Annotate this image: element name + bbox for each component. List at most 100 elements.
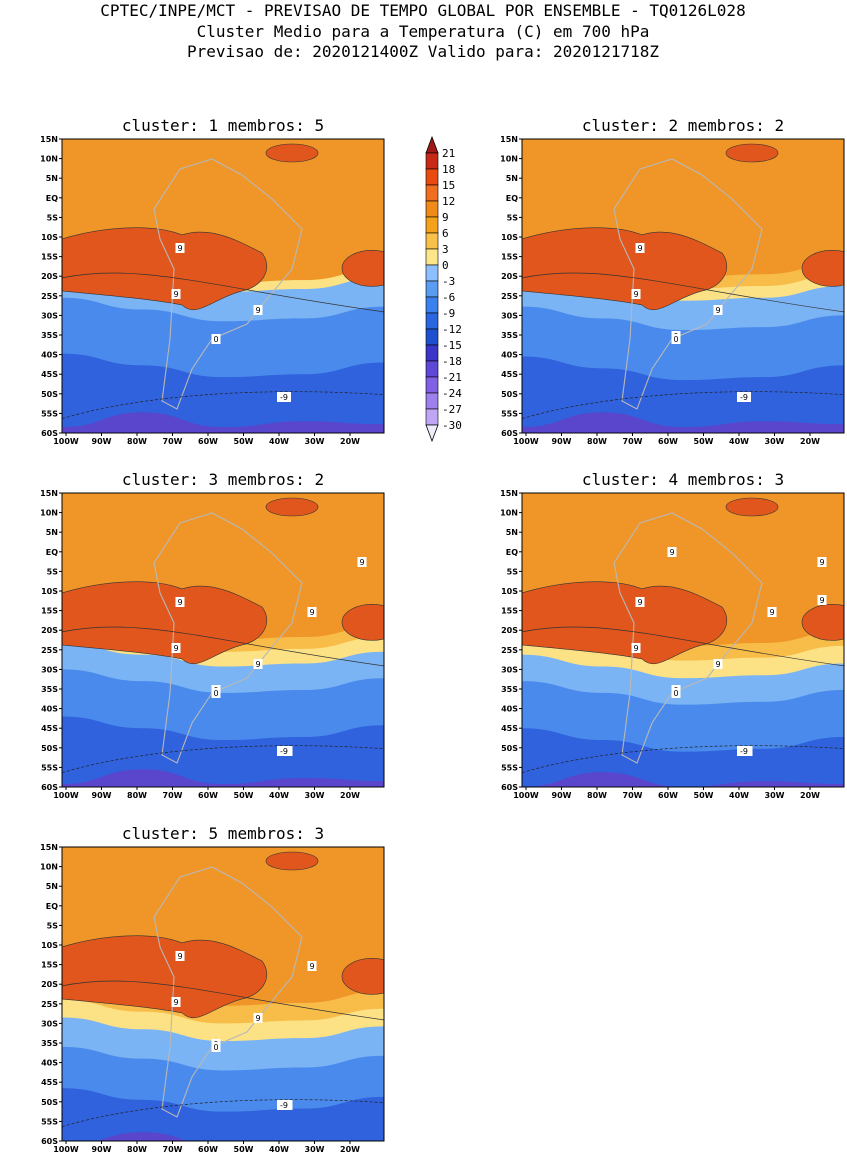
latitude-tick-label: 5N xyxy=(46,528,58,537)
svg-text:9: 9 xyxy=(819,558,824,567)
latitude-tick-label: 30S xyxy=(41,665,58,674)
latitude-tick-label: 10N xyxy=(500,155,518,164)
svg-text:0: 0 xyxy=(213,1043,218,1052)
longitude-tick-label: 20W xyxy=(340,791,360,800)
colorbar-swatch xyxy=(425,408,439,426)
svg-text:0: 0 xyxy=(673,335,678,344)
svg-text:9: 9 xyxy=(173,998,178,1007)
latitude-tick-label: 15N xyxy=(500,135,518,144)
latitude-tick-label: 45S xyxy=(41,370,58,379)
latitude-tick-label: 5N xyxy=(506,174,518,183)
svg-text:9: 9 xyxy=(715,306,720,315)
latitude-tick-label: 15S xyxy=(41,607,58,616)
zero-isotherm xyxy=(62,626,384,667)
panel-title: cluster: 2 membros: 2 xyxy=(582,116,784,135)
colorbar-tick-label: 21 xyxy=(442,147,455,160)
longitude-tick-label: 100W xyxy=(53,791,79,800)
latitude-tick-label: 25S xyxy=(41,1000,58,1009)
warm-blob xyxy=(265,497,319,517)
svg-text:9: 9 xyxy=(637,244,642,253)
colorbar-swatch xyxy=(425,232,439,250)
longitude-tick-label: 60W xyxy=(198,1145,218,1154)
colorbar-tick-label: 3 xyxy=(442,243,449,256)
warm-blob xyxy=(341,250,384,287)
svg-text:9: 9 xyxy=(359,558,364,567)
colorbar-swatch xyxy=(425,360,439,378)
latitude-tick-label: 60S xyxy=(501,429,518,438)
contour-label: 9 xyxy=(307,607,317,617)
colorbar-tick-label: -27 xyxy=(442,403,462,416)
temperature-field: 9 9 9 0 -9 xyxy=(62,139,384,433)
svg-text:9: 9 xyxy=(633,290,638,299)
svg-text:9: 9 xyxy=(255,660,260,669)
latitude-tick-label: 35S xyxy=(501,685,518,694)
contour-label: 9 xyxy=(713,659,723,669)
contour-label: -9 xyxy=(277,746,291,756)
warm-blob xyxy=(341,604,384,641)
longitude-tick-label: 100W xyxy=(513,437,539,446)
latitude-tick-label: 60S xyxy=(41,429,58,438)
latitude-tick-label: 50S xyxy=(41,744,58,753)
colorbar-tick-label: 15 xyxy=(442,179,455,192)
svg-text:9: 9 xyxy=(637,598,642,607)
colorbar-swatch xyxy=(425,168,439,186)
latitude-tick-label: 45S xyxy=(41,724,58,733)
latitude-tick-label: 15S xyxy=(501,607,518,616)
longitude-tick-label: 60W xyxy=(658,437,678,446)
contour-label: -9 xyxy=(277,392,291,402)
panel-title: cluster: 1 membros: 5 xyxy=(122,116,324,135)
latitude-tick-label: 20S xyxy=(501,272,518,281)
colorbar-tick-label: -6 xyxy=(442,291,455,304)
latitude-tick-label: 60S xyxy=(501,783,518,792)
contour-label: 9 xyxy=(357,557,367,567)
colorbar-tick-label: -9 xyxy=(442,307,455,320)
contour-label: 9 xyxy=(175,243,185,253)
latitude-tick-label: 5S xyxy=(47,567,59,576)
latitude-tick-label: 60S xyxy=(41,1137,58,1146)
latitude-tick-label: 5N xyxy=(46,882,58,891)
latitude-tick-label: 35S xyxy=(41,1039,58,1048)
temperature-band xyxy=(62,412,384,433)
latitude-tick-label: 10N xyxy=(40,863,58,872)
latitude-tick-label: 15S xyxy=(41,253,58,262)
latitude-tick-label: 5S xyxy=(507,567,519,576)
colorbar-bottom-arrow xyxy=(425,424,439,443)
longitude-tick-label: 90W xyxy=(552,437,572,446)
longitude-tick-label: 20W xyxy=(340,437,360,446)
cluster-panel-5: cluster: 5 membros: 39999990-915N10N5NEQ… xyxy=(40,824,385,1154)
colorbar-swatch xyxy=(425,216,439,234)
contour-label: 9 xyxy=(817,595,827,605)
colorbar-top-arrow xyxy=(425,135,439,154)
contour-label: 9 xyxy=(631,289,641,299)
contour-label: 9 xyxy=(171,643,181,653)
svg-text:9: 9 xyxy=(255,306,260,315)
zero-isotherm xyxy=(62,980,384,1021)
contour-label: 9 xyxy=(171,997,181,1007)
longitude-tick-label: 80W xyxy=(127,1145,147,1154)
latitude-tick-label: 15N xyxy=(500,489,518,498)
svg-text:9: 9 xyxy=(309,608,314,617)
latitude-tick-label: 25S xyxy=(501,646,518,655)
longitude-tick-label: 30W xyxy=(305,1145,325,1154)
contour-label: 9 xyxy=(767,607,777,617)
longitude-tick-label: 80W xyxy=(127,791,147,800)
colorbar-tick-label: -15 xyxy=(442,339,462,352)
latitude-tick-label: EQ xyxy=(506,548,518,557)
header-title-line-2: Cluster Medio para a Temperatura (C) em … xyxy=(197,22,650,41)
latitude-tick-label: 60S xyxy=(41,783,58,792)
latitude-tick-label: EQ xyxy=(46,548,58,557)
latitude-tick-label: 20S xyxy=(41,272,58,281)
cluster-panel-3: cluster: 3 membros: 299999990-915N10N5NE… xyxy=(40,470,385,800)
svg-text:9: 9 xyxy=(173,290,178,299)
warm-blob xyxy=(725,497,779,517)
contour-label: 9 xyxy=(175,951,185,961)
svg-text:9: 9 xyxy=(769,608,774,617)
svg-text:9: 9 xyxy=(177,244,182,253)
colorbar-tick-label: 6 xyxy=(442,227,449,240)
longitude-tick-label: 70W xyxy=(623,437,643,446)
svg-text:9: 9 xyxy=(173,644,178,653)
temperature-band xyxy=(62,1132,384,1141)
colorbar-swatch xyxy=(425,296,439,314)
temperature-band xyxy=(522,412,844,433)
